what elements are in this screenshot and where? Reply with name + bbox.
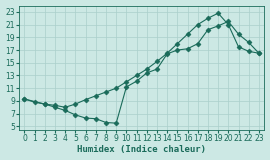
X-axis label: Humidex (Indice chaleur): Humidex (Indice chaleur)	[77, 145, 206, 154]
